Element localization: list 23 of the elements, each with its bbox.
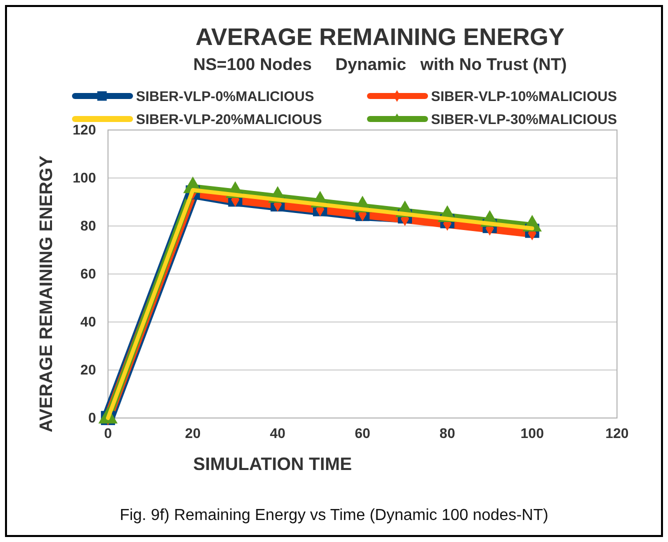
y-tick-label: 60 bbox=[80, 265, 96, 282]
chart-title: AVERAGE REMAINING ENERGY bbox=[196, 24, 564, 51]
y-tick-label: 0 bbox=[88, 409, 96, 426]
y-axis-title: AVERAGE REMAINING ENERGY bbox=[36, 156, 56, 432]
y-tick-label: 80 bbox=[80, 217, 96, 234]
legend-label: SIBER-VLP-10%MALICIOUS bbox=[431, 88, 617, 104]
x-axis-title: SIMULATION TIME bbox=[193, 454, 352, 474]
caption: Fig. 9f) Remaining Energy vs Time (Dynamic 100 nodes-NT) bbox=[120, 507, 548, 524]
x-tick-label: 80 bbox=[440, 424, 456, 441]
chart-subtitle: NS=100 Nodes Dynamic with No Trust (NT) bbox=[193, 55, 567, 74]
x-tick-label: 100 bbox=[520, 424, 544, 441]
y-tick-label: 40 bbox=[80, 313, 96, 330]
legend-label: SIBER-VLP-20%MALICIOUS bbox=[136, 111, 322, 127]
legend-label: SIBER-VLP-0%MALICIOUS bbox=[136, 88, 314, 104]
y-tick-label: 120 bbox=[72, 121, 96, 138]
y-tick-label: 100 bbox=[72, 169, 96, 186]
x-tick-label: 20 bbox=[185, 424, 201, 441]
y-tick-label: 20 bbox=[80, 361, 96, 378]
x-tick-label: 60 bbox=[354, 424, 370, 441]
legend-label: SIBER-VLP-30%MALICIOUS bbox=[431, 111, 617, 127]
x-tick-label: 120 bbox=[605, 424, 629, 441]
x-tick-label: 40 bbox=[270, 424, 286, 441]
x-tick-label: 0 bbox=[104, 424, 112, 441]
